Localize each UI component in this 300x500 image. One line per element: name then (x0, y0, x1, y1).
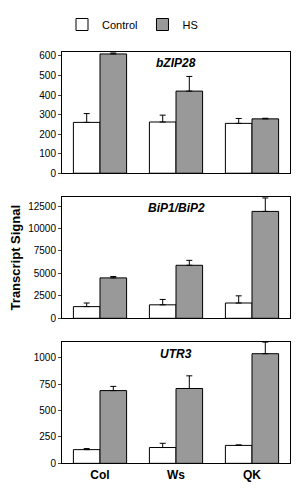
svg-text:12500: 12500 (28, 201, 56, 212)
svg-text:10000: 10000 (28, 223, 56, 234)
svg-text:200: 200 (39, 129, 56, 140)
svg-text:0: 0 (50, 458, 56, 469)
svg-text:Control: Control (102, 19, 137, 31)
svg-text:500: 500 (39, 70, 56, 81)
svg-text:400: 400 (39, 90, 56, 101)
svg-text:bZIP28: bZIP28 (156, 56, 196, 70)
svg-text:Col: Col (90, 468, 109, 482)
svg-text:300: 300 (39, 109, 56, 120)
svg-text:0: 0 (50, 168, 56, 179)
svg-text:0: 0 (50, 313, 56, 324)
svg-text:BiP1/BiP2: BiP1/BiP2 (148, 201, 205, 215)
svg-text:2500: 2500 (34, 290, 57, 301)
svg-text:750: 750 (39, 379, 56, 390)
svg-text:5000: 5000 (34, 268, 57, 279)
svg-text:Transcript Signal: Transcript Signal (8, 205, 23, 310)
svg-text:UTR3: UTR3 (160, 347, 192, 361)
svg-text:600: 600 (39, 50, 56, 61)
svg-text:500: 500 (39, 405, 56, 416)
svg-text:QK: QK (243, 468, 261, 482)
svg-text:100: 100 (39, 148, 56, 159)
svg-text:1000: 1000 (34, 352, 57, 363)
svg-text:250: 250 (39, 431, 56, 442)
svg-text:Ws: Ws (167, 468, 185, 482)
svg-text:HS: HS (182, 19, 197, 31)
svg-text:7500: 7500 (34, 245, 57, 256)
